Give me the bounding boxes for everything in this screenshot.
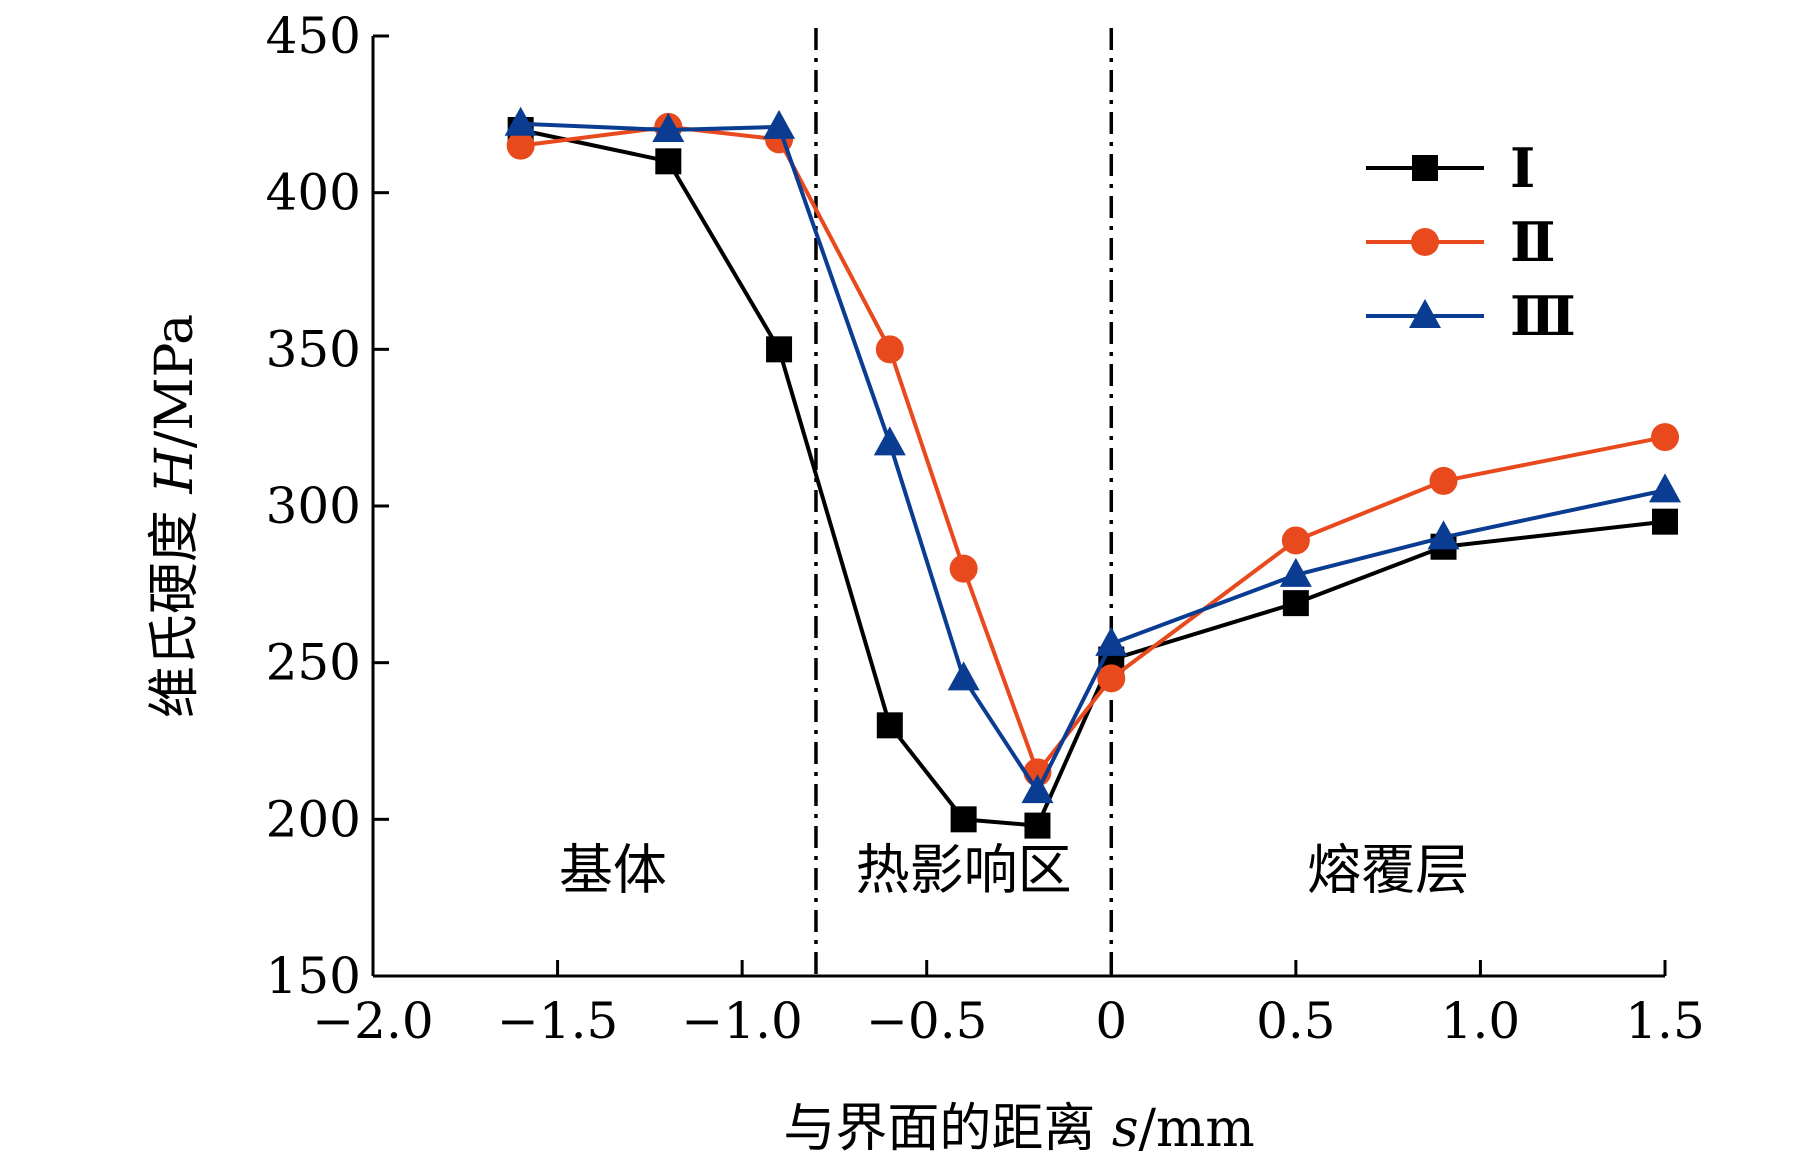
data-point-circle [1281, 526, 1310, 555]
x-tick-label: 0 [1095, 992, 1127, 1050]
region-label: 基体 [559, 838, 667, 901]
x-axis-title-unit: /mm [1139, 1099, 1255, 1159]
data-point-triangle [1279, 557, 1312, 587]
legend: Ⅰ Ⅱ Ⅲ [1366, 136, 1576, 348]
y-tick-label: 400 [266, 164, 361, 222]
data-point-square [1024, 812, 1051, 839]
x-tick-label: 0.5 [1256, 992, 1336, 1050]
series-group [504, 106, 1681, 839]
data-point-circle [949, 554, 978, 583]
region-labels: 基体 热影响区 熔覆层 [559, 838, 1469, 901]
legend-label: Ⅱ [1510, 210, 1556, 274]
data-point-triangle [763, 109, 796, 139]
x-tick-label: −0.5 [866, 992, 987, 1050]
data-point-square [1652, 508, 1678, 535]
data-point-square [950, 806, 977, 833]
data-point-triangle [1095, 626, 1128, 656]
legend-label: Ⅲ [1510, 284, 1576, 348]
legend-item: Ⅲ [1366, 284, 1576, 348]
x-tick-label: −2.0 [312, 992, 433, 1050]
data-point-circle [1429, 466, 1458, 495]
data-point-circle [1097, 664, 1126, 693]
data-point-square [876, 712, 903, 739]
y-tick-label: 250 [266, 634, 361, 692]
y-axis-title: 维氏硬度 H/MPa [145, 314, 205, 718]
axes: 150 200 250 300 350 400 450 −2.0 −1.5 −1.0 −0.5 0 0.… [266, 7, 1705, 1050]
data-point-triangle [947, 661, 980, 691]
y-tick-label: 350 [266, 320, 361, 378]
data-point-triangle [504, 106, 537, 136]
data-point-square [766, 336, 793, 363]
y-tick-label: 300 [266, 477, 361, 535]
data-point-triangle [1427, 520, 1460, 550]
data-point-triangle [873, 426, 906, 456]
region-label: 热影响区 [856, 838, 1072, 901]
data-point-square [1282, 590, 1309, 617]
data-point-circle [1411, 228, 1439, 256]
y-tick-label: 200 [266, 790, 361, 848]
y-tick-label: 150 [266, 947, 361, 1005]
data-point-circle [875, 335, 904, 364]
data-point-square [655, 148, 682, 175]
legend-item: Ⅱ [1366, 210, 1556, 274]
data-point-triangle [1649, 473, 1681, 503]
series-line [520, 124, 1666, 775]
series-triangle [504, 106, 1681, 804]
region-label: 熔覆层 [1307, 838, 1469, 901]
x-tick-label: −1.0 [681, 992, 802, 1050]
y-axis-title-unit: /MPa [145, 314, 205, 448]
data-point-square [1412, 155, 1438, 181]
x-axis-title-var: s [1112, 1099, 1139, 1159]
y-tick-label: 450 [266, 7, 361, 65]
x-tick-label: 1.5 [1625, 992, 1705, 1050]
y-axis-title-text: 维氏硬度 [145, 494, 205, 719]
series-line [520, 121, 1666, 794]
legend-item: Ⅰ [1366, 136, 1535, 200]
data-point-triangle [652, 113, 685, 142]
x-tick-label: 1.0 [1441, 992, 1521, 1050]
data-point-circle [1651, 423, 1679, 452]
series-line [520, 128, 1666, 828]
y-axis-title-var: H [145, 447, 205, 495]
boundary-lines [814, 28, 1114, 976]
legend-label: Ⅰ [1510, 136, 1535, 200]
x-axis-title: 与界面的距离 s/mm [783, 1099, 1254, 1159]
axis-titles: 与界面的距离 s/mm 维氏硬度 H/MPa [145, 314, 1255, 1159]
data-point-triangle [1409, 299, 1441, 328]
x-axis-title-text: 与界面的距离 [783, 1099, 1112, 1159]
series-circle [506, 112, 1679, 787]
data-point-circle [506, 131, 535, 160]
data-point-triangle [1021, 774, 1054, 804]
x-tick-label: −1.5 [497, 992, 618, 1050]
series-square [507, 117, 1678, 839]
